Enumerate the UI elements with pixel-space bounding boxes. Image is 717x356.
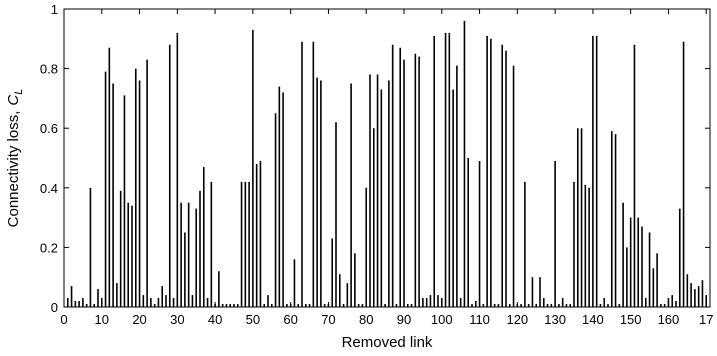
y-tick-label: 0.6 (40, 121, 58, 136)
x-tick-label: 160 (658, 312, 680, 327)
y-tick-label: 0 (51, 300, 58, 315)
x-axis-label: Removed link (342, 334, 433, 351)
x-tick-label: 140 (582, 312, 604, 327)
y-axis-ticks: 0 0.2 0.4 0.6 0.8 1 (40, 2, 710, 315)
x-axis-ticks: 0 10 20 30 40 50 60 70 80 90 100 110 120 130 140 150 160… (60, 9, 713, 327)
y-tick-label: 0.4 (40, 181, 58, 196)
x-tick-label: 150 (620, 312, 642, 327)
x-tick-label: 50 (246, 312, 260, 327)
y-tick-label: 0.8 (40, 62, 58, 77)
x-tick-label: 100 (431, 312, 453, 327)
x-tick-label: 110 (469, 312, 490, 327)
y-tick-label: 1 (51, 2, 58, 17)
x-tick-label: 70 (321, 312, 335, 327)
y-tick-label: 0.2 (40, 240, 58, 255)
x-tick-label: 17 (699, 312, 713, 327)
x-tick-label: 130 (544, 312, 566, 327)
x-tick-label: 0 (60, 312, 67, 327)
x-tick-label: 10 (95, 312, 109, 327)
y-axis-label-subscript: L (13, 89, 25, 95)
y-axis-label-symbol: C (5, 95, 22, 106)
y-axis-label-text: Connectivity loss, (5, 111, 22, 228)
x-tick-label: 30 (170, 312, 184, 327)
x-tick-label: 60 (283, 312, 297, 327)
y-axis-label: Connectivity loss, CL (5, 89, 25, 228)
plot-area (63, 8, 711, 308)
x-tick-label: 40 (208, 312, 222, 327)
x-tick-label: 90 (397, 312, 411, 327)
x-tick-label: 80 (359, 312, 373, 327)
x-tick-label: 20 (132, 312, 146, 327)
x-tick-label: 120 (506, 312, 528, 327)
bar-series (66, 20, 708, 307)
